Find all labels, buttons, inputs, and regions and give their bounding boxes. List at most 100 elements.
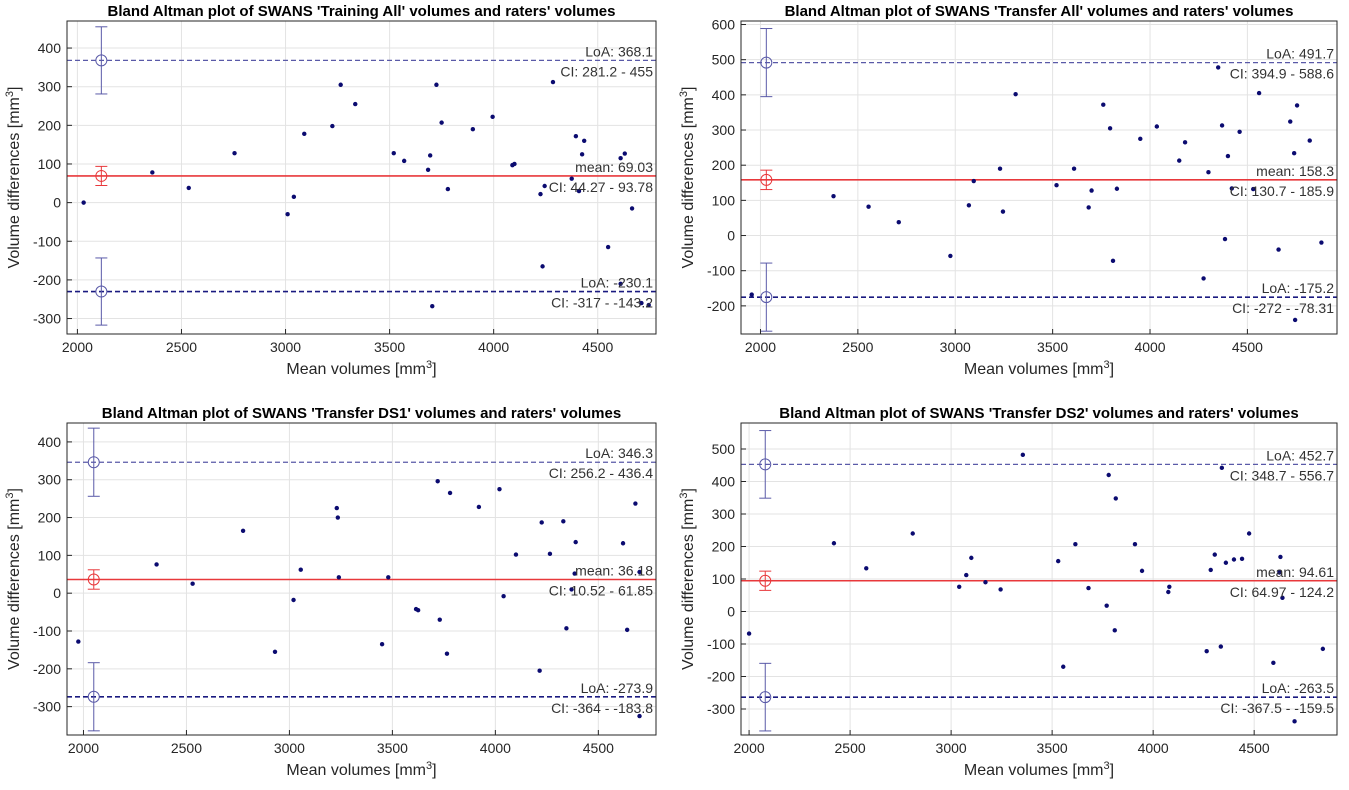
upper-loa-ci-label: CI: 256.2 - 436.4	[549, 465, 654, 481]
y-tick-label: 200	[712, 539, 736, 555]
plot-area	[741, 21, 1337, 334]
upper-loa-ci-label: CI: 394.9 - 588.6	[1230, 66, 1335, 82]
mean-marker	[87, 573, 100, 586]
x-axis-label: Mean volumes [mm3]	[964, 359, 1114, 378]
data-point	[476, 504, 482, 510]
y-tick-label: 300	[712, 506, 736, 522]
mean-label: mean: 158.3	[1256, 163, 1334, 179]
upper-loa-label: LoA: 368.1	[585, 43, 653, 59]
y-tick-label: 100	[38, 156, 62, 172]
axes-frame	[740, 20, 1338, 335]
lower-loa-marker	[95, 285, 108, 298]
data-point	[969, 555, 974, 561]
y-tick-label: -300	[707, 701, 735, 717]
data-point	[1020, 452, 1026, 458]
data-point	[1177, 158, 1182, 163]
mean-ci-label: CI: 64.97 - 124.2	[1230, 584, 1335, 600]
x-tick-label: 3000	[940, 339, 971, 355]
data-point	[618, 155, 623, 161]
data-point	[1055, 558, 1061, 564]
upper-loa-marker	[760, 56, 773, 69]
data-point	[1215, 65, 1221, 70]
lower-loa-ci-label: CI: -272 - -78.31	[1232, 300, 1334, 316]
data-point	[435, 479, 440, 484]
data-point	[291, 597, 296, 603]
upper-loa-label: LoA: 491.7	[1266, 46, 1334, 62]
x-tick-label: 2500	[171, 740, 202, 756]
y-tick-label: 0	[53, 195, 61, 211]
data-point	[537, 668, 542, 673]
data-point	[1114, 186, 1120, 191]
y-tick-label: 0	[727, 604, 735, 620]
y-tick-label: 0	[53, 585, 61, 601]
y-tick-label: 200	[712, 157, 736, 173]
data-point	[1319, 240, 1324, 245]
axes-frame	[66, 20, 657, 335]
data-point	[1208, 567, 1213, 573]
plot-area	[67, 21, 656, 334]
y-tick-label: 300	[712, 122, 736, 138]
upper-loa-marker	[87, 456, 100, 469]
lower-loa-label: LoA: -230.1	[581, 275, 654, 291]
data-point	[1110, 258, 1116, 264]
mean-marker	[760, 173, 773, 186]
data-point	[513, 552, 519, 557]
y-tick-label: -200	[33, 272, 61, 288]
data-point	[1166, 589, 1171, 595]
x-tick-label: 2500	[842, 339, 873, 355]
y-tick-label: 200	[38, 117, 62, 133]
data-point	[896, 219, 901, 225]
data-point	[302, 131, 307, 137]
data-point	[561, 519, 566, 524]
y-tick-label: 500	[712, 441, 736, 457]
x-tick-label: 2000	[62, 339, 93, 355]
axes-frame	[66, 422, 657, 736]
data-point	[1086, 585, 1091, 591]
data-point	[445, 186, 451, 192]
data-point	[618, 281, 623, 286]
x-tick-label: 2000	[68, 740, 99, 756]
data-point	[1212, 552, 1217, 557]
data-point	[581, 138, 587, 143]
data-point	[573, 133, 579, 139]
chart-panel-2: LoA: 491.7 CI: 394.9 - 588.6 mean: 158.3 CI…	[678, 3, 1338, 378]
y-tick-label: -200	[707, 669, 735, 685]
data-point	[1222, 236, 1228, 242]
x-tick-label: 4500	[582, 339, 613, 355]
mean-label: mean: 94.61	[1256, 564, 1334, 580]
data-point	[1277, 570, 1282, 575]
y-tick-label: 600	[712, 17, 736, 33]
y-tick-label: -100	[33, 623, 61, 639]
y-tick-label: -100	[707, 636, 735, 652]
data-point	[336, 575, 342, 580]
data-point	[538, 191, 543, 197]
y-tick-label: 0	[727, 228, 735, 244]
data-point	[1320, 646, 1326, 652]
data-point	[285, 212, 290, 217]
data-point	[910, 531, 915, 536]
data-point	[490, 114, 495, 120]
data-point	[1292, 719, 1297, 724]
x-tick-label: 3500	[1037, 740, 1068, 756]
lower-loa-ci-label: CI: -367.5 - -159.5	[1220, 700, 1334, 716]
lower-loa-label: LoA: -175.2	[1262, 280, 1335, 296]
data-point	[1291, 151, 1297, 156]
data-point	[190, 581, 195, 586]
data-point	[1223, 560, 1229, 565]
chart-panel-3: LoA: 346.3 CI: 256.2 - 436.4 mean: 36.18 CI…	[4, 405, 657, 779]
data-point	[1276, 247, 1281, 252]
x-tick-label: 4500	[1232, 339, 1263, 355]
data-point	[444, 651, 450, 656]
data-point	[540, 264, 545, 269]
data-point	[1182, 140, 1188, 145]
data-point	[1112, 628, 1117, 633]
x-tick-label: 4000	[1138, 740, 1169, 756]
data-point	[1206, 170, 1211, 175]
data-point	[154, 562, 159, 567]
data-point	[240, 528, 246, 533]
x-tick-label: 4000	[1134, 339, 1165, 355]
data-point	[470, 126, 476, 132]
upper-loa-label: LoA: 452.7	[1266, 447, 1334, 463]
y-tick-label: 400	[38, 40, 62, 56]
data-point	[1138, 136, 1143, 142]
